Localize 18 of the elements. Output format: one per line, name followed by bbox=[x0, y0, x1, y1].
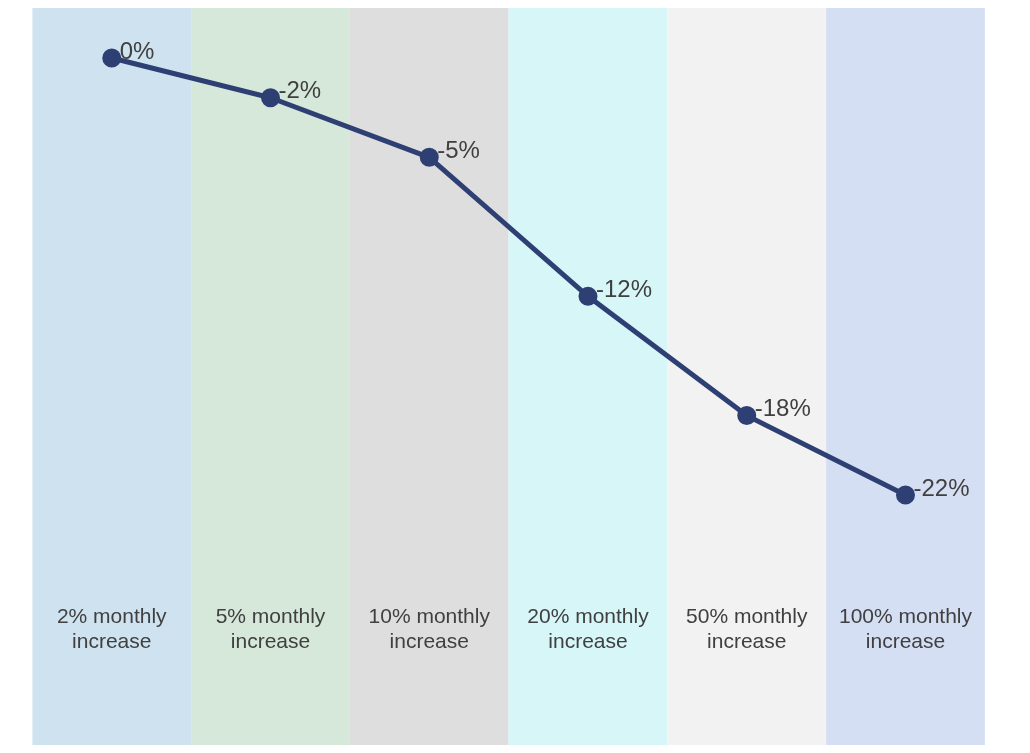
point bbox=[419, 147, 439, 167]
data-label: -22% bbox=[913, 473, 970, 501]
point bbox=[261, 88, 281, 108]
data-label: -5% bbox=[437, 135, 480, 163]
x-tick-label: 50% monthly increase bbox=[686, 604, 808, 653]
point bbox=[102, 48, 122, 68]
point bbox=[737, 406, 757, 426]
x-tick-label: 5% monthly increase bbox=[215, 604, 326, 653]
x-tick-label: 20% monthly increase bbox=[527, 604, 650, 653]
data-label: -12% bbox=[596, 274, 653, 302]
data-label: -18% bbox=[754, 394, 811, 422]
data-label: 0% bbox=[119, 36, 155, 64]
data-label: -2% bbox=[278, 76, 322, 104]
x-tick-label: 100% monthly increase bbox=[838, 604, 973, 653]
x-tick-label: 2% monthly increase bbox=[56, 604, 168, 653]
point bbox=[896, 485, 915, 505]
point bbox=[578, 286, 598, 306]
x-tick-label: 10% monthly increase bbox=[368, 604, 491, 653]
